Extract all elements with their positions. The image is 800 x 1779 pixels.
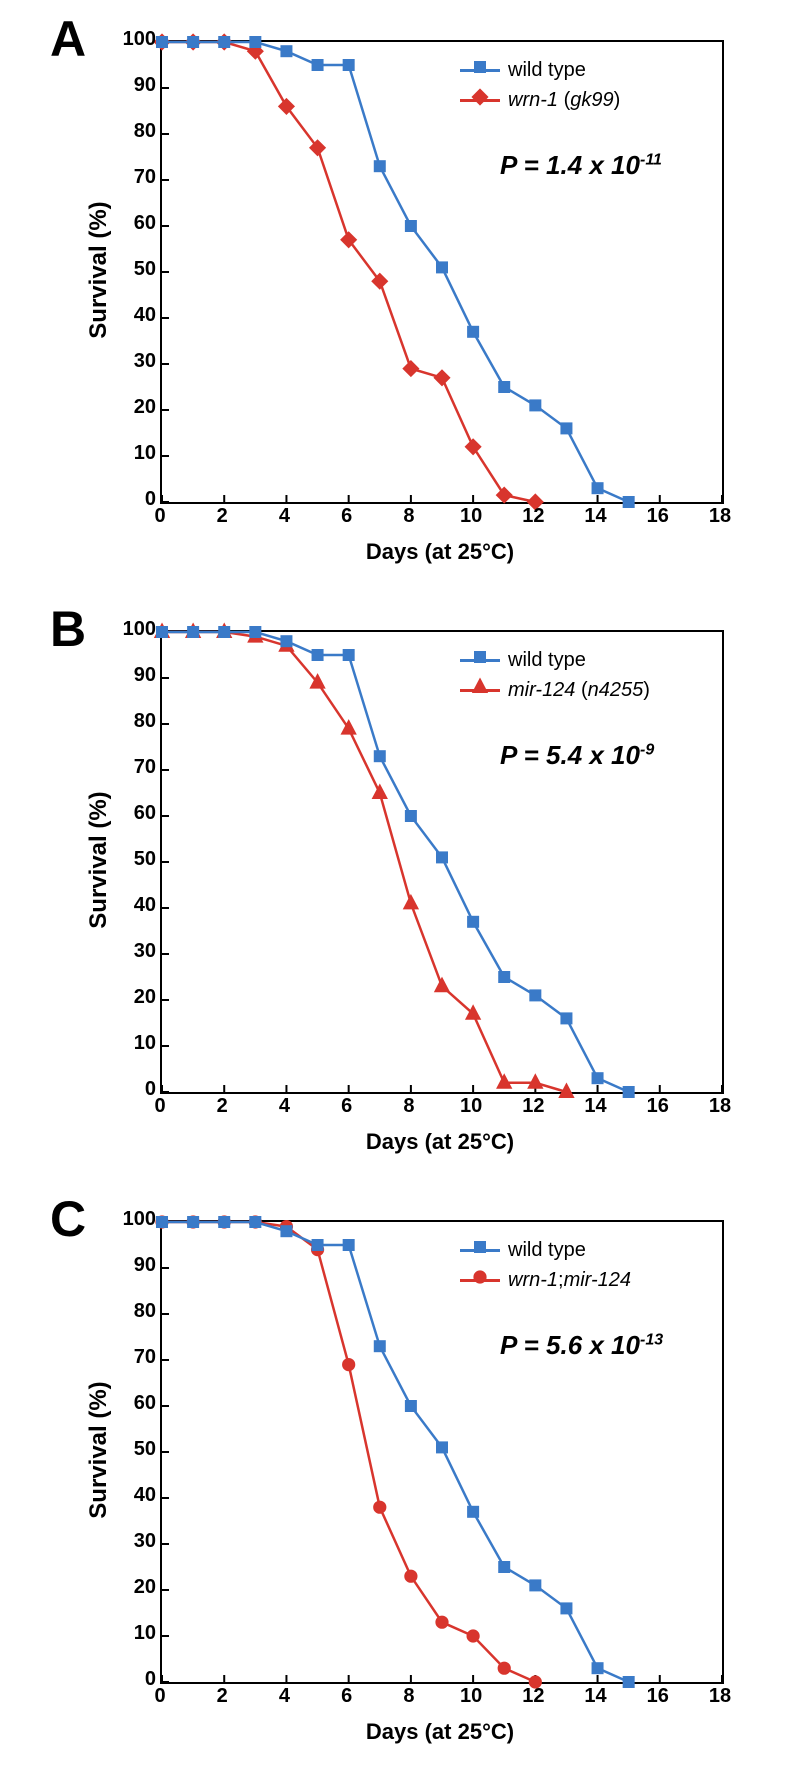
legend-label: wild type — [508, 649, 586, 672]
panel-label: C — [50, 1190, 86, 1248]
x-tick-label: 4 — [264, 505, 304, 528]
panel-label: B — [50, 600, 86, 658]
x-tick-label: 16 — [638, 505, 678, 528]
y-tick-label: 20 — [112, 396, 156, 419]
x-tick-label: 12 — [513, 1095, 553, 1118]
x-tick-label: 6 — [327, 1685, 367, 1708]
plot-area — [160, 40, 724, 504]
x-tick-label: 18 — [700, 1685, 740, 1708]
y-tick-label: 40 — [112, 1484, 156, 1507]
figure-container: A0102030405060708090100024681012141618Su… — [0, 0, 800, 1770]
panel-b: B0102030405060708090100024681012141618Su… — [40, 600, 760, 1160]
x-axis-label: Days (at 25°C) — [160, 539, 720, 565]
legend-item-series2: mir-124 (n4255) — [460, 675, 650, 705]
y-tick-label: 20 — [112, 986, 156, 1009]
x-tick-label: 8 — [389, 1095, 429, 1118]
y-tick-label: 30 — [112, 350, 156, 373]
y-tick-label: 10 — [112, 1032, 156, 1055]
x-tick-label: 10 — [451, 1685, 491, 1708]
panel-label: A — [50, 10, 86, 68]
x-tick-label: 18 — [700, 1095, 740, 1118]
y-tick-label: 90 — [112, 1254, 156, 1277]
x-axis-label: Days (at 25°C) — [160, 1719, 720, 1745]
chart-svg — [162, 42, 722, 502]
y-tick-label: 60 — [112, 802, 156, 825]
x-tick-label: 10 — [451, 505, 491, 528]
y-tick-label: 20 — [112, 1576, 156, 1599]
y-tick-label: 40 — [112, 894, 156, 917]
legend-label: wrn-1;mir-124 — [508, 1269, 631, 1292]
x-tick-label: 4 — [264, 1095, 304, 1118]
y-tick-label: 50 — [112, 1438, 156, 1461]
y-axis-label: Survival (%) — [85, 40, 113, 500]
x-tick-label: 8 — [389, 505, 429, 528]
legend-label: mir-124 (n4255) — [508, 679, 650, 702]
y-tick-label: 100 — [112, 1208, 156, 1231]
x-tick-label: 14 — [576, 505, 616, 528]
legend-label: wild type — [508, 59, 586, 82]
y-tick-label: 80 — [112, 1300, 156, 1323]
x-tick-label: 16 — [638, 1685, 678, 1708]
y-tick-label: 30 — [112, 940, 156, 963]
p-value: P = 5.6 x 10-13 — [500, 1330, 663, 1361]
y-tick-label: 10 — [112, 442, 156, 465]
y-tick-label: 80 — [112, 710, 156, 733]
x-tick-label: 6 — [327, 505, 367, 528]
legend-label: wild type — [508, 1239, 586, 1262]
x-tick-label: 0 — [140, 1095, 180, 1118]
x-tick-label: 2 — [202, 1685, 242, 1708]
p-value: P = 5.4 x 10-9 — [500, 740, 654, 771]
legend: wild type mir-124 (n4255) — [460, 645, 650, 705]
y-tick-label: 60 — [112, 1392, 156, 1415]
panel-c: C0102030405060708090100024681012141618Su… — [40, 1190, 760, 1750]
y-tick-label: 70 — [112, 756, 156, 779]
y-tick-label: 10 — [112, 1622, 156, 1645]
p-value: P = 1.4 x 10-11 — [500, 150, 662, 181]
legend-item-series2: wrn-1;mir-124 — [460, 1265, 631, 1295]
legend: wild type wrn-1;mir-124 — [460, 1235, 631, 1295]
x-tick-label: 6 — [327, 1095, 367, 1118]
x-axis-label: Days (at 25°C) — [160, 1129, 720, 1155]
legend-item-wild-type: wild type — [460, 55, 620, 85]
y-tick-label: 50 — [112, 848, 156, 871]
x-tick-label: 8 — [389, 1685, 429, 1708]
x-tick-label: 10 — [451, 1095, 491, 1118]
y-tick-label: 80 — [112, 120, 156, 143]
legend: wild type wrn-1 (gk99) — [460, 55, 620, 115]
legend-item-series2: wrn-1 (gk99) — [460, 85, 620, 115]
y-tick-label: 40 — [112, 304, 156, 327]
x-tick-label: 18 — [700, 505, 740, 528]
plot-area — [160, 1220, 724, 1684]
x-tick-label: 2 — [202, 505, 242, 528]
x-tick-label: 14 — [576, 1685, 616, 1708]
y-tick-label: 100 — [112, 618, 156, 641]
x-tick-label: 12 — [513, 1685, 553, 1708]
y-tick-label: 90 — [112, 664, 156, 687]
x-tick-label: 14 — [576, 1095, 616, 1118]
y-axis-label: Survival (%) — [85, 1220, 113, 1680]
legend-label: wrn-1 (gk99) — [508, 89, 620, 112]
x-tick-label: 0 — [140, 505, 180, 528]
y-tick-label: 90 — [112, 74, 156, 97]
y-tick-label: 30 — [112, 1530, 156, 1553]
y-tick-label: 70 — [112, 1346, 156, 1369]
x-tick-label: 16 — [638, 1095, 678, 1118]
y-axis-label: Survival (%) — [85, 630, 113, 1090]
chart-svg — [162, 1222, 722, 1682]
y-tick-label: 60 — [112, 212, 156, 235]
x-tick-label: 0 — [140, 1685, 180, 1708]
panel-a: A0102030405060708090100024681012141618Su… — [40, 10, 760, 570]
legend-item-wild-type: wild type — [460, 1235, 631, 1265]
x-tick-label: 2 — [202, 1095, 242, 1118]
x-tick-label: 12 — [513, 505, 553, 528]
y-tick-label: 100 — [112, 28, 156, 51]
legend-item-wild-type: wild type — [460, 645, 650, 675]
x-tick-label: 4 — [264, 1685, 304, 1708]
y-tick-label: 70 — [112, 166, 156, 189]
y-tick-label: 50 — [112, 258, 156, 281]
